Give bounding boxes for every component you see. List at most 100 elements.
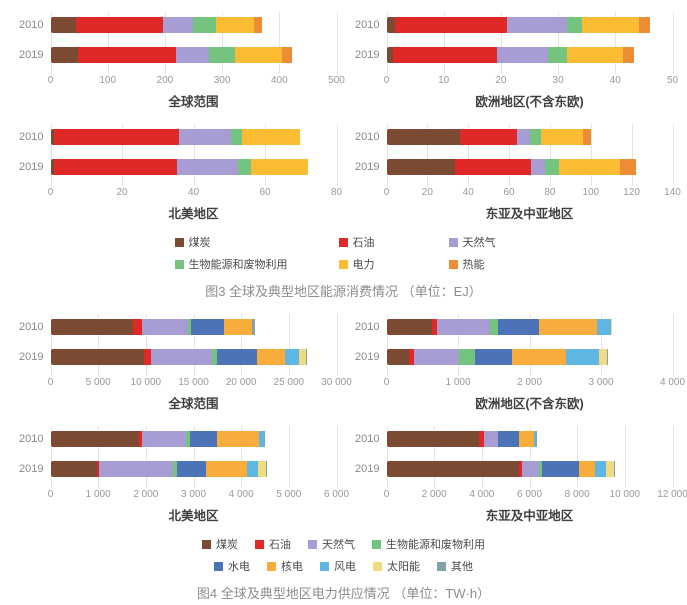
chart-title: 北美地区 — [168, 207, 219, 221]
figure4-legend: 煤炭 石油 天然气 生物能源和废物利用 水电 核电 风电 太阳能 其他 — [0, 536, 687, 574]
bar-segment — [50, 47, 78, 63]
bar-segment — [176, 461, 206, 477]
chart-title: 东亚及中亚地区 — [485, 509, 574, 523]
bar-segment — [522, 461, 539, 477]
bar-segment — [142, 431, 187, 447]
bar-segment — [175, 47, 209, 63]
bar-segment — [582, 17, 640, 33]
bar-segment — [76, 17, 163, 33]
category-label: 2010 — [355, 19, 380, 31]
bar-segment — [613, 461, 615, 477]
bar-segment — [50, 17, 77, 33]
bar-row — [50, 129, 337, 145]
chart-title: 欧洲地区(不含东欧) — [475, 95, 584, 109]
x-tick-label: 80 — [544, 187, 556, 198]
plot-area — [50, 124, 338, 186]
bar-segment — [558, 159, 620, 175]
figure4-caption: 图4 全球及典型地区电力供应情况 （单位：TW·h） — [196, 586, 491, 601]
x-axis: 0 1 000 2 000 3 000 4 000 — [384, 376, 685, 389]
bar-segment — [517, 129, 531, 145]
bar-segment — [138, 431, 142, 447]
legend-item: 电力 — [338, 256, 403, 272]
legend-swatch — [267, 561, 276, 571]
gridline — [50, 12, 52, 74]
legend-item: 水电 — [214, 558, 250, 574]
chart-title: 全球范围 — [168, 397, 219, 411]
legend-swatch — [320, 561, 329, 571]
gridline — [468, 124, 470, 186]
gridline — [279, 12, 281, 74]
gridline — [50, 314, 52, 376]
x-tick-label: 40 — [609, 75, 621, 86]
x-tick-label: 500 — [328, 75, 345, 86]
category-label: 2019 — [19, 351, 44, 363]
x-tick-label: 40 — [462, 187, 474, 198]
plot-area — [50, 314, 338, 376]
bar-segment — [530, 129, 542, 145]
gridline — [434, 426, 436, 488]
bar-segment — [144, 349, 151, 365]
category-label: 2010 — [19, 19, 44, 31]
gridline — [386, 426, 388, 488]
x-tick-label: 50 — [666, 75, 679, 86]
bar-segment — [386, 431, 479, 447]
chart-title: 北美地区 — [168, 509, 219, 523]
legend-row: 水电 核电 风电 太阳能 其他 — [214, 558, 473, 574]
y-axis-labels: 2010 2019 — [15, 426, 51, 488]
legend-label: 天然气 — [462, 237, 496, 249]
bar-segment — [253, 17, 263, 33]
chart-body: 2010 2019 — [15, 124, 338, 186]
bar-segment — [386, 17, 395, 33]
x-tick-label: 80 — [330, 187, 343, 198]
bar-segment — [97, 461, 99, 477]
x-tick-label: 200 — [156, 75, 174, 86]
bar-segment — [386, 349, 409, 365]
legend-label: 电力 — [352, 259, 375, 271]
legend-swatch — [372, 539, 381, 549]
bar-segment — [454, 159, 531, 175]
gridline — [193, 314, 195, 376]
gridline — [590, 124, 592, 186]
bar-segment — [538, 319, 597, 335]
bar-segment — [392, 47, 497, 63]
bar-segment — [251, 159, 308, 175]
legend-item: 石油 — [255, 536, 291, 552]
x-tick-label: 100 — [99, 75, 117, 86]
bar-segment — [518, 431, 535, 447]
bar-segment — [50, 349, 145, 365]
bar-segment — [216, 431, 259, 447]
legend-item: 生物能源和废物利用 — [174, 256, 293, 272]
legend-label: 水电 — [228, 561, 250, 573]
gridline — [241, 314, 243, 376]
bar-segment — [193, 17, 216, 33]
bar-row — [50, 47, 337, 63]
category-label: 2019 — [355, 351, 380, 363]
bar-segment — [408, 349, 414, 365]
bar-segment — [542, 461, 580, 477]
category-label: 2010 — [355, 321, 380, 333]
y-axis-labels: 2010 2019 — [351, 12, 387, 74]
bar-segment — [242, 129, 300, 145]
bar-segment — [431, 319, 437, 335]
legend-swatch — [373, 561, 382, 571]
gridline — [336, 12, 338, 74]
y-axis-labels: 2010 2019 — [351, 426, 387, 488]
legend-row: 煤炭 石油 天然气 — [174, 234, 513, 250]
bar-segment — [257, 349, 286, 365]
bar-segment — [215, 17, 254, 33]
bar-segment — [190, 319, 224, 335]
bar-segment — [619, 159, 636, 175]
bar-segment — [511, 349, 566, 365]
x-tick-label: 140 — [664, 187, 681, 198]
gridline — [500, 12, 502, 74]
bar-segment — [530, 159, 545, 175]
legend-label: 天然气 — [322, 539, 355, 551]
chart-title: 全球范围 — [168, 95, 219, 109]
bar-segment — [606, 461, 614, 477]
y-axis-labels: 2010 2019 — [351, 124, 387, 186]
x-tick-label: 60 — [503, 187, 515, 198]
x-axis: 0 100 200 300 400 500 — [48, 74, 345, 87]
x-tick-label: 10 000 — [130, 377, 162, 388]
x-tick-label: 2 000 — [516, 377, 543, 388]
chart-body: 2010 2019 — [351, 426, 674, 488]
